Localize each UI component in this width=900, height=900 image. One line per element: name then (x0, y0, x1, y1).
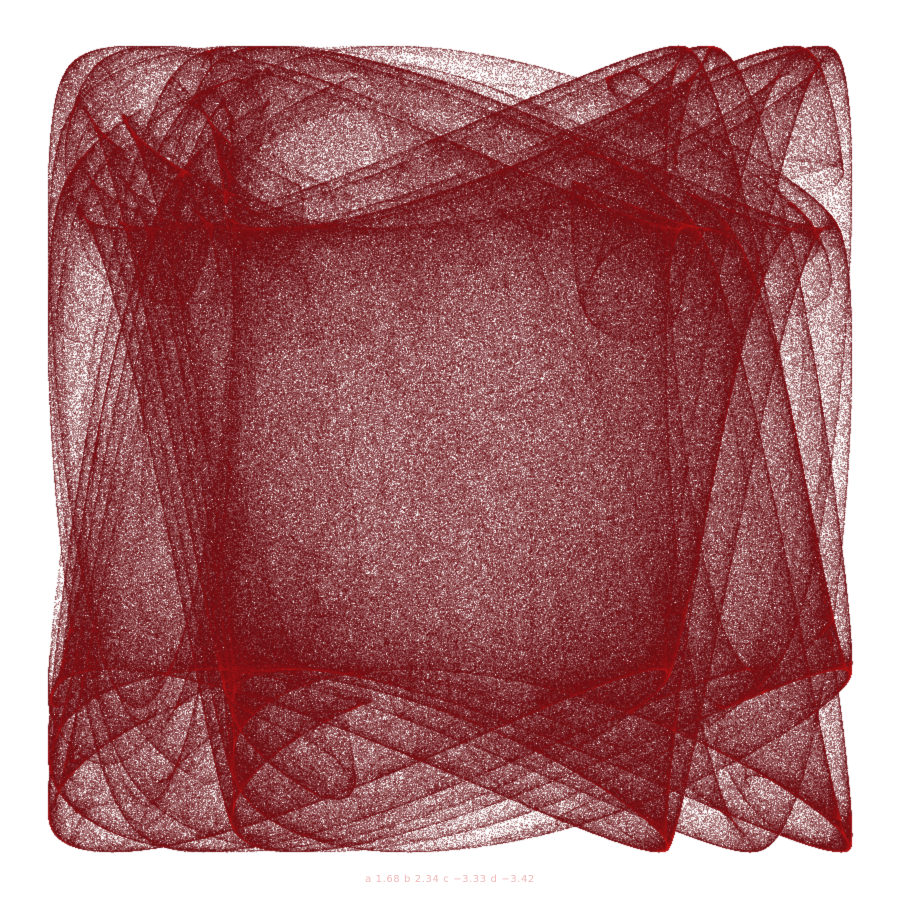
parameter-caption: a 1.68 b 2.34 c −3.33 d −3.42 (365, 874, 535, 885)
